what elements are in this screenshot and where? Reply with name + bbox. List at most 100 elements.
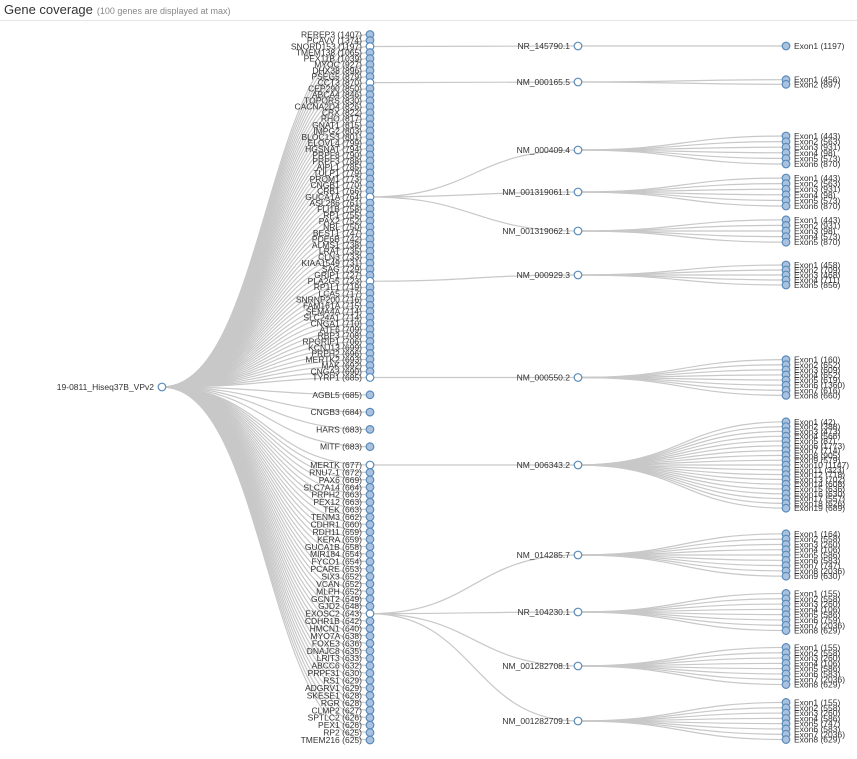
gene-node[interactable] (365, 572, 375, 581)
gene-node[interactable] (365, 520, 375, 529)
tree-links (161, 33, 787, 741)
exon-node[interactable] (781, 571, 791, 581)
gene-node[interactable] (365, 713, 375, 723)
exon-node[interactable] (781, 159, 791, 169)
transcript-node[interactable] (573, 187, 583, 197)
gene-label: RS1 (629) (323, 676, 362, 686)
gene-node[interactable] (365, 705, 375, 715)
link-gene-transcript (369, 196, 579, 232)
root-node[interactable] (157, 382, 167, 392)
exon-label: Exon9 (630) (794, 571, 840, 581)
gene-node[interactable] (365, 490, 375, 500)
gene-node[interactable] (365, 676, 375, 685)
gene-node[interactable] (365, 549, 375, 559)
gene-node[interactable] (365, 373, 375, 382)
exon-node[interactable] (781, 41, 791, 51)
exon-node[interactable] (781, 79, 791, 89)
exon-node[interactable] (781, 390, 791, 400)
gene-node[interactable] (365, 624, 375, 633)
transcript-node[interactable] (573, 607, 583, 617)
gene-node[interactable] (365, 512, 375, 522)
transcript-node[interactable] (573, 41, 583, 51)
gene-node[interactable] (365, 564, 375, 574)
gene-node[interactable] (365, 653, 375, 663)
exon-label: Exon1 (155) (794, 642, 840, 652)
gene-node[interactable] (365, 425, 375, 434)
gene-node[interactable] (365, 594, 375, 604)
link-root-gene (161, 386, 371, 396)
exon-node[interactable] (781, 626, 791, 635)
gene-node[interactable] (365, 579, 375, 589)
gene-node[interactable] (365, 609, 375, 619)
exon-node[interactable] (781, 680, 791, 689)
gene-node[interactable] (365, 497, 375, 507)
gene-node[interactable] (365, 534, 375, 544)
exon-node[interactable] (781, 237, 791, 247)
gene-node[interactable] (365, 691, 375, 700)
transcript-node[interactable] (573, 226, 583, 236)
gene-label: DHX38 (896) (312, 66, 362, 76)
link-transcript-exon (577, 440, 787, 466)
exon-label: Exon8 (629) (794, 626, 840, 636)
gene-node[interactable] (365, 482, 375, 492)
gene-node[interactable] (365, 557, 375, 567)
transcript-node[interactable] (573, 373, 583, 382)
exon-label: Exon5 (573) (794, 195, 840, 205)
gene-node[interactable] (365, 668, 375, 678)
gene-node[interactable] (365, 638, 375, 648)
exon-label: Exon8 (2036) (794, 566, 845, 576)
exon-node[interactable] (781, 735, 791, 744)
gene-node[interactable] (365, 720, 375, 730)
link-root-gene (161, 386, 371, 448)
transcript-node[interactable] (573, 77, 583, 87)
exon-label: Exon6 (583) (794, 669, 840, 679)
gene-node[interactable] (365, 586, 375, 596)
transcript-node[interactable] (573, 550, 583, 560)
exon-label: Exon12 (718) (794, 470, 845, 480)
gene-node[interactable] (365, 527, 375, 537)
transcript-node[interactable] (573, 145, 583, 155)
exon-label: Exon1 (443) (794, 131, 840, 141)
transcript-node[interactable] (573, 270, 583, 280)
gene-label: CLN3 (733) (318, 252, 362, 262)
gene-node[interactable] (365, 475, 375, 485)
exon-label: Exon1 (160) (794, 355, 840, 365)
transcript-node[interactable] (573, 716, 583, 726)
exon-label: Exon2 (558) (794, 703, 840, 713)
exon-label: Exon16 (630) (794, 489, 845, 499)
gene-label: ALMS1 (738) (312, 240, 362, 250)
gene-node[interactable] (365, 735, 375, 745)
gene-node[interactable] (365, 631, 375, 641)
exon-node[interactable] (781, 503, 791, 513)
gene-label: FLI1B (758) (317, 204, 362, 214)
exon-label: Exon1 (456) (794, 75, 840, 85)
exon-label: Exon4 (586) (794, 713, 840, 723)
gene-node[interactable] (365, 698, 375, 708)
gene-node[interactable] (365, 601, 375, 611)
exon-node[interactable] (781, 280, 791, 290)
exon-label: Exon5 (856) (794, 280, 840, 290)
link-transcript-exon (577, 376, 787, 396)
exon-node[interactable] (781, 201, 791, 211)
gene-node[interactable] (365, 728, 375, 737)
gene-node[interactable] (365, 460, 375, 470)
gene-node[interactable] (365, 542, 375, 552)
gene-node[interactable] (365, 468, 375, 477)
transcript-node[interactable] (573, 460, 583, 470)
gene-node[interactable] (365, 616, 375, 626)
gene-label: CRX (822) (322, 108, 362, 118)
transcript-node[interactable] (573, 661, 583, 671)
gene-node[interactable] (365, 390, 375, 400)
transcript-label: NM_001319062.1 (502, 226, 570, 236)
gene-label: BLOC1S3 (801) (302, 132, 363, 142)
gene-node[interactable] (365, 442, 375, 452)
gene-node[interactable] (365, 407, 375, 417)
gene-node[interactable] (365, 505, 375, 514)
exon-label: Exon3 (260) (794, 653, 840, 663)
gene-label: FOXE3 (636) (312, 638, 362, 648)
gene-node[interactable] (365, 646, 375, 656)
exon-label: Exon2 (558) (794, 534, 840, 544)
gene-node[interactable] (365, 683, 375, 693)
exon-label: Exon5 (586) (794, 550, 840, 560)
gene-node[interactable] (365, 661, 375, 671)
